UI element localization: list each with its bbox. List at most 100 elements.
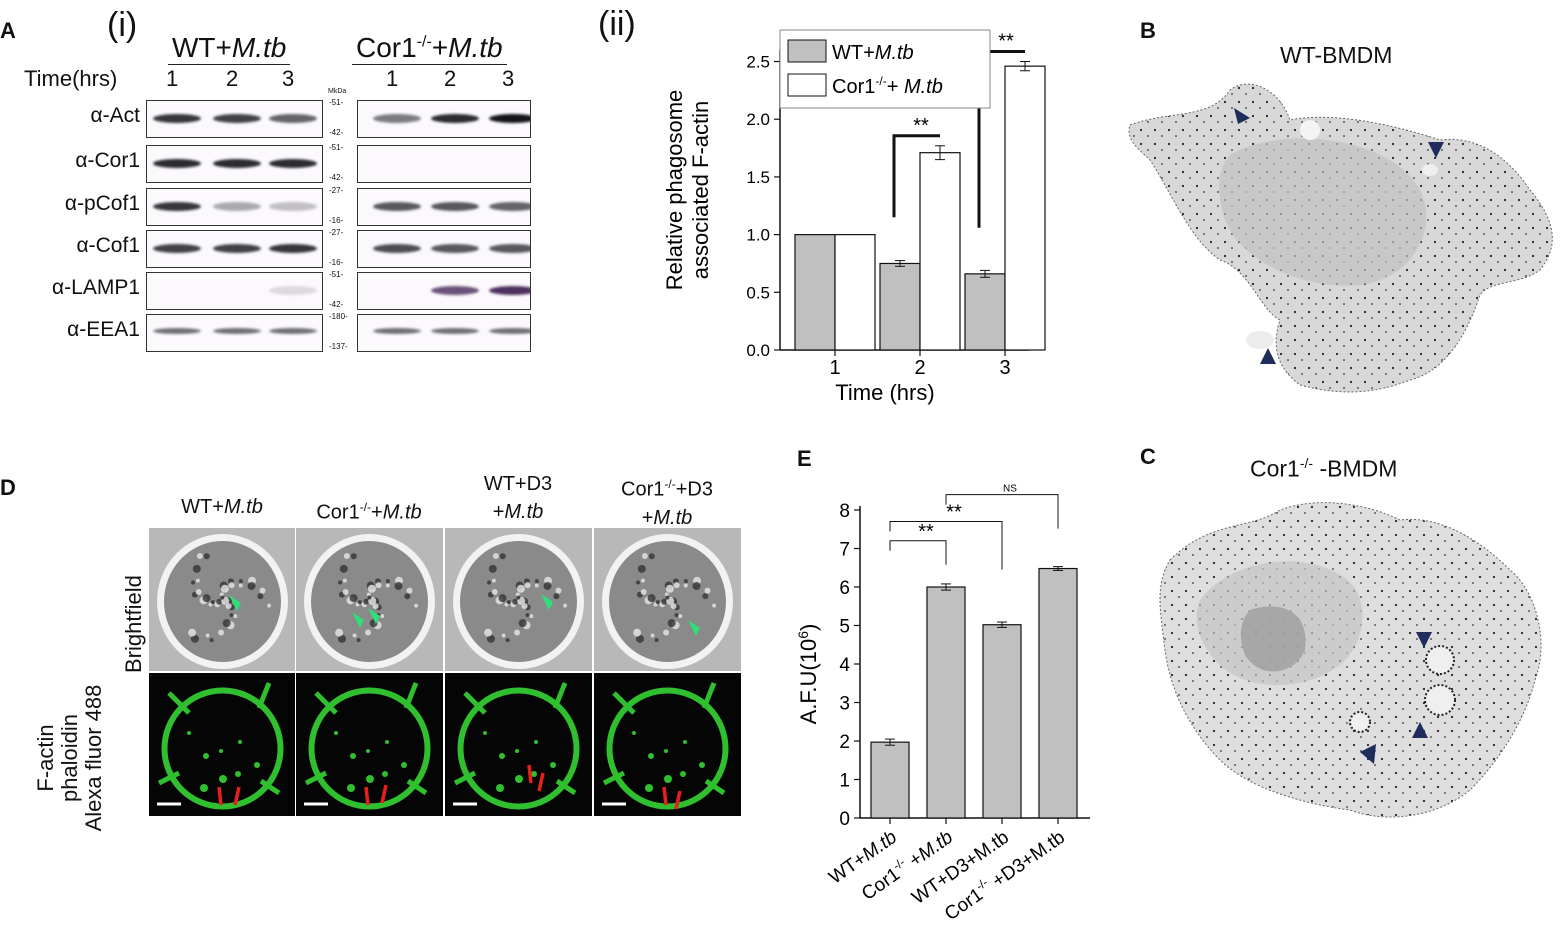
- blot-band: [431, 114, 479, 123]
- cell-texture: [414, 603, 419, 608]
- cell-texture: [406, 587, 413, 594]
- actin-puncta: [235, 771, 241, 777]
- y-tick-label: 2.0: [746, 110, 770, 129]
- blot-mw-marker: -180-: [329, 312, 348, 321]
- blot-strip-ko: [357, 314, 531, 352]
- y-tick-label: 0: [839, 809, 850, 830]
- actin-puncta: [350, 753, 356, 759]
- column-caption-line: +M.tb: [492, 501, 544, 523]
- cell-texture: [367, 584, 376, 593]
- blot-strip-wt: [146, 145, 323, 183]
- cell-texture: [501, 633, 506, 638]
- cell-texture: [683, 579, 688, 584]
- cell-texture: [650, 633, 655, 638]
- blot-band: [213, 159, 261, 168]
- blot-band: [373, 328, 421, 334]
- blot-band: [269, 286, 317, 295]
- cell-texture: [506, 600, 511, 605]
- bar: [982, 624, 1022, 819]
- actin-puncta: [499, 753, 505, 759]
- actin-puncta: [219, 775, 227, 783]
- fluorescence-image: [295, 672, 444, 817]
- actin-puncta: [200, 784, 208, 792]
- blot-mw-marker: -51-: [329, 143, 344, 152]
- cell-texture: [218, 629, 225, 636]
- blot-band: [373, 244, 421, 253]
- actin-puncta: [699, 762, 705, 768]
- column-caption-line: Cor1-/-+M.tb: [316, 500, 422, 524]
- blot-band: [153, 244, 201, 253]
- arrowhead-icon: [368, 608, 380, 624]
- cell-texture: [216, 598, 223, 605]
- cell-texture: [563, 603, 568, 608]
- cell-texture: [521, 603, 528, 610]
- x-tick-label: 2: [914, 357, 925, 379]
- mtb-bacterium: [217, 786, 241, 806]
- cell-texture: [257, 593, 264, 600]
- blot-mw-marker: -42-: [329, 173, 344, 182]
- mtb-bacterium: [527, 764, 545, 792]
- cell-texture: [267, 603, 272, 608]
- cell-texture: [195, 578, 200, 583]
- cell-texture: [363, 598, 370, 605]
- cell-texture: [484, 628, 493, 637]
- panel-letter-e: E: [797, 446, 812, 471]
- blot-group-wt-label: WT+M.tb: [168, 32, 291, 65]
- cell-texture: [637, 564, 646, 573]
- cell-texture: [190, 634, 199, 643]
- y-tick-label: 1: [839, 771, 850, 792]
- cell-texture: [516, 584, 525, 593]
- blot-band: [213, 114, 261, 123]
- cell-texture: [525, 613, 530, 618]
- bar: [870, 741, 910, 819]
- significance-bracket: [945, 494, 1059, 529]
- cell-texture: [238, 583, 243, 588]
- cell-texture: [636, 580, 641, 585]
- blot-strip-wt: [146, 188, 323, 226]
- cell-texture: [195, 588, 202, 595]
- cell-texture: [233, 614, 238, 619]
- brightfield-image: [295, 527, 444, 672]
- actin-protrusion: [602, 682, 726, 796]
- bar: [879, 262, 921, 351]
- actin-puncta: [382, 771, 388, 777]
- cell-texture: [670, 603, 677, 610]
- y-axis-label: Relative phagosomeassociated F-actin: [662, 90, 713, 291]
- cell-texture: [514, 629, 521, 636]
- bar: [919, 152, 961, 351]
- cell-texture: [349, 594, 358, 603]
- cell-texture: [512, 598, 519, 605]
- blot-band: [153, 114, 201, 123]
- panel-letter-c: C: [1140, 444, 1156, 469]
- cell-texture: [692, 581, 701, 590]
- cell-texture: [196, 553, 203, 560]
- cell-texture: [222, 619, 231, 628]
- arrowhead-icon: [1234, 108, 1250, 124]
- cell-texture: [229, 613, 234, 618]
- cell-texture: [491, 588, 498, 595]
- cell-texture: [640, 578, 645, 583]
- blot-group-ko-label: Cor1-/-+M.tb: [352, 32, 507, 65]
- blot-strip-ko: [357, 145, 531, 183]
- actin-protrusion: [453, 682, 577, 796]
- blot-strip-wt: [146, 272, 323, 310]
- fluorescence-image: [148, 672, 297, 817]
- actin-puncta: [347, 784, 355, 792]
- blot-mw-marker: -42-: [329, 300, 344, 309]
- cell-texture: [357, 600, 362, 605]
- brightfield-image: [444, 527, 593, 672]
- blot-band: [153, 159, 201, 168]
- x-tick-label: 3: [999, 357, 1010, 379]
- y-axis-label: A.F.U(106): [795, 624, 821, 725]
- blot-mw-unit: MkDa: [328, 88, 347, 95]
- arrowhead-icon: [1412, 722, 1428, 738]
- blot-band: [373, 202, 421, 211]
- cell-texture: [220, 584, 229, 593]
- blot-strip-wt: [146, 100, 323, 138]
- actin-puncta: [203, 753, 209, 759]
- blot-antibody-label: α-EEA1: [67, 318, 140, 341]
- cell-texture: [655, 600, 660, 605]
- cell-texture: [665, 595, 670, 600]
- panel-letter-a: A: [0, 18, 16, 43]
